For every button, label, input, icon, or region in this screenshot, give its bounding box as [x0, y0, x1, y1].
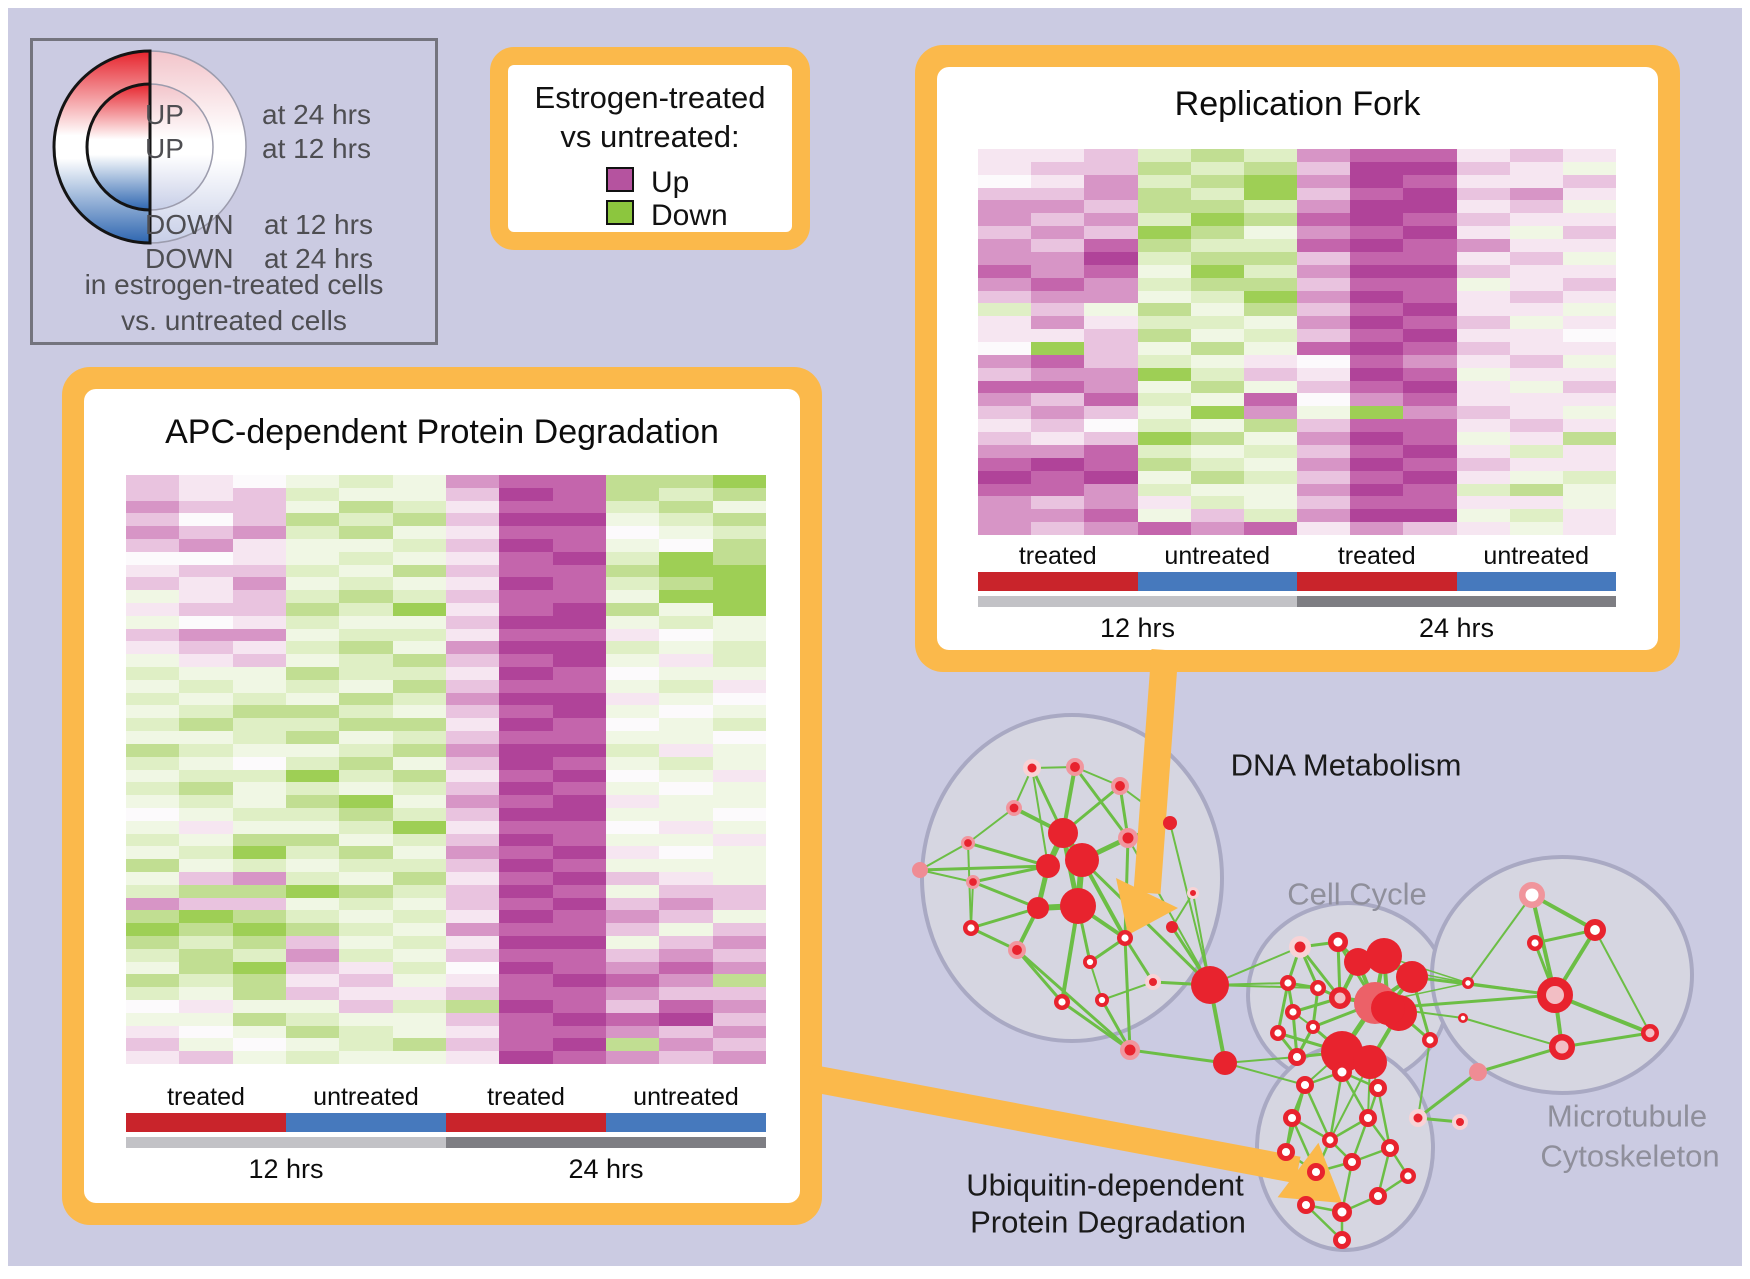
repfork-heatmap-annotations: treated untreated treated untreated 12 hrs 24… [978, 543, 1616, 642]
group-label: treated [487, 1083, 565, 1111]
network-label-cell-cycle: Cell Cycle [1287, 876, 1427, 912]
cycle-legend-box: UP at 24 hrs UP at 12 hrs DOWN at 12 hrs… [30, 38, 438, 345]
legend-down24-word: DOWN [145, 243, 234, 274]
legend-footer-line1: in estrogen-treated cells [84, 269, 384, 300]
legend-down12-word: DOWN [145, 209, 234, 240]
network-label-ubiquitin-dependent: Ubiquitin-dependent [966, 1167, 1244, 1203]
group-label: untreated [313, 1083, 419, 1111]
down-color-swatch [606, 200, 634, 225]
treatment-color-bar [978, 572, 1138, 591]
group-label: untreated [1483, 542, 1590, 570]
group-label: treated [167, 1083, 245, 1111]
repfork-title: Replication Fork [1174, 85, 1421, 123]
network-label-cytoskeleton: Cytoskeleton [1540, 1138, 1720, 1174]
up-label: Up [651, 166, 690, 199]
apc-heatmap-annotations: treated untreated treated untreated 12 hrs 24… [126, 1084, 766, 1183]
estrogen-legend-box: Estrogen-treated vs untreated: Up Down [490, 47, 810, 250]
legend-down24-time: at 24 hrs [264, 243, 373, 274]
down-label: Down [651, 199, 728, 232]
apc-heatmap [126, 475, 766, 1064]
timepoint-label: 24 hrs [568, 1154, 644, 1184]
treatment-color-bar [286, 1113, 446, 1132]
up-down-rings-glyph [52, 49, 247, 245]
group-label: treated [1018, 542, 1097, 570]
treatment-color-bar [1297, 572, 1457, 591]
legend-up24-word: UP [145, 99, 184, 130]
legend-up24-time: at 24 hrs [262, 99, 371, 130]
network-label-microtubule: Microtubule [1546, 1098, 1708, 1134]
group-label: untreated [1164, 542, 1271, 570]
treatment-color-bar [606, 1113, 766, 1132]
up-color-swatch [606, 167, 634, 192]
legend-up12-word: UP [145, 133, 184, 164]
legend-down12-time: at 12 hrs [264, 209, 373, 240]
timepoint-color-bar [978, 596, 1297, 607]
legend-footer-line2: vs. untreated cells [121, 305, 347, 336]
timepoint-color-bar [446, 1137, 766, 1148]
network-label-dna-metabolism: DNA Metabolism [1230, 747, 1462, 783]
timepoint-color-bar [126, 1137, 446, 1148]
estrogen-legend-title-2: vs untreated: [560, 119, 740, 154]
timepoint-label: 12 hrs [248, 1154, 324, 1184]
estrogen-legend-title-1: Estrogen-treated [534, 80, 766, 115]
network-label-protein-degradation: Protein Degradation [970, 1204, 1246, 1240]
apc-title: APC-dependent Protein Degradation [165, 413, 719, 451]
timepoint-label: 24 hrs [1418, 613, 1495, 643]
group-label: untreated [633, 1083, 739, 1111]
timepoint-color-bar [1297, 596, 1616, 607]
repfork-heatmap [978, 149, 1616, 535]
legend-up12-time: at 12 hrs [262, 133, 371, 164]
timepoint-label: 12 hrs [1099, 613, 1176, 643]
treatment-color-bar [1456, 572, 1616, 591]
group-label: treated [1337, 542, 1416, 570]
treatment-color-bar [126, 1113, 286, 1132]
treatment-color-bar [1137, 572, 1297, 591]
treatment-color-bar [446, 1113, 606, 1132]
